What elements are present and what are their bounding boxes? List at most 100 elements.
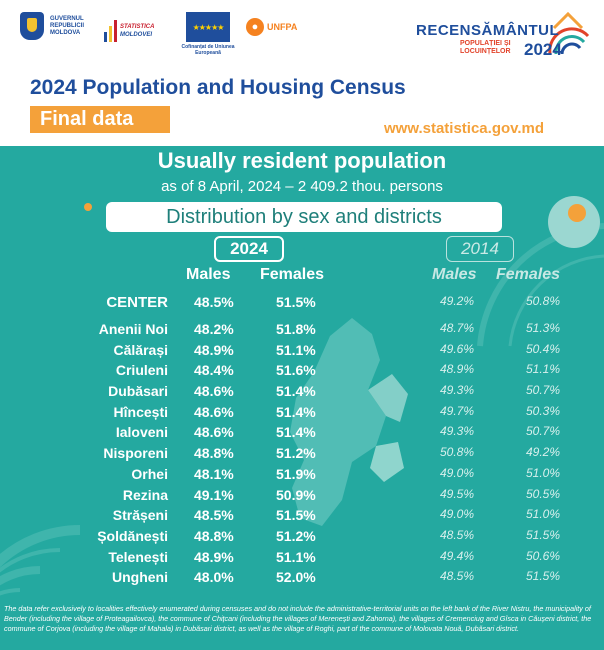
females-2014: 51.0%	[526, 465, 561, 480]
males-2024: 48.4%	[194, 362, 234, 379]
table-row: Ialoveni 48.6% 51.4% 49.3% 50.7%	[0, 424, 604, 445]
table-row: Criuleni 48.4% 51.6% 48.9% 51.1%	[0, 362, 604, 383]
males-2014: 48.9%	[440, 362, 475, 377]
row-name: Nisporeni	[103, 445, 168, 462]
census-logo: RECENSĂMÂNTUL POPULAȚIEI ȘI LOCUINȚELOR …	[416, 11, 592, 62]
males-2014: 49.0%	[440, 465, 475, 480]
males-2014: 49.4%	[440, 548, 475, 563]
row-name: Călărași	[113, 341, 168, 358]
females-2024: 51.4%	[276, 383, 316, 400]
females-2014: 50.6%	[526, 548, 561, 563]
row-name: Strășeni	[112, 507, 168, 524]
females-2014: 51.1%	[526, 362, 561, 377]
females-2024: 51.5%	[276, 507, 316, 524]
section-title: Usually resident population	[157, 148, 447, 173]
males-2014: 48.5%	[440, 527, 475, 542]
table-row: Rezina 49.1% 50.9% 49.5% 50.5%	[0, 487, 604, 508]
row-name: Anenii Noi	[98, 321, 168, 337]
row-name: Criuleni	[115, 362, 168, 379]
females-2024: 51.4%	[276, 403, 316, 420]
females-2024: 52.0%	[276, 569, 316, 586]
males-2024: 48.6%	[194, 424, 234, 441]
males-2024: 48.0%	[194, 569, 234, 586]
table-row: Șoldănești 48.8% 51.2% 48.5% 51.5%	[0, 528, 604, 549]
moldova-map-icon	[0, 223, 604, 596]
males-2014: 49.5%	[440, 486, 475, 501]
row-name: Ialoveni	[115, 424, 168, 441]
males-2024: 48.9%	[194, 341, 234, 358]
row-name: CENTER	[106, 294, 168, 311]
row-name: Șoldănești	[97, 527, 168, 544]
table-row: Strășeni 48.5% 51.5% 49.0% 51.0%	[0, 507, 604, 528]
table-row: Anenii Noi 48.2% 51.8% 48.7% 51.3%	[0, 321, 604, 342]
females-2024: 50.9%	[276, 486, 316, 503]
females-2014: 50.3%	[526, 403, 561, 418]
decorative-dot	[568, 204, 586, 222]
government-logo-text: GUVERNUL REPUBLICII MOLDOVA	[50, 15, 85, 36]
col-header-females-2014: Females	[496, 266, 561, 283]
males-2014: 49.3%	[440, 383, 475, 398]
males-2024: 48.8%	[194, 527, 234, 544]
males-2014: 49.7%	[440, 403, 475, 418]
males-2014: 49.2%	[440, 294, 475, 308]
males-2014: 48.7%	[440, 321, 475, 335]
row-name: Ungheni	[112, 569, 168, 586]
males-2014: 50.8%	[440, 445, 475, 460]
females-2014: 49.2%	[526, 445, 561, 460]
row-name: Orhei	[131, 465, 168, 482]
col-header-males: Males	[186, 266, 231, 283]
males-2024: 48.9%	[194, 548, 234, 565]
row-name: Hîncești	[113, 403, 168, 420]
table-row: Nisporeni 48.8% 51.2% 50.8% 49.2%	[0, 445, 604, 466]
females-2014: 51.5%	[526, 527, 561, 542]
census-logo-title: RECENSĂMÂNTUL	[416, 22, 560, 39]
row-name: Rezina	[122, 486, 168, 503]
females-2014: 50.8%	[526, 294, 561, 308]
males-2024: 48.5%	[194, 507, 234, 524]
bars-icon	[104, 20, 117, 42]
females-2024: 51.9%	[276, 465, 316, 482]
content-area: Usually resident population as of 8 Apri…	[0, 146, 604, 650]
females-2014: 50.7%	[526, 424, 561, 439]
males-2014: 49.3%	[440, 424, 475, 439]
females-2024: 51.8%	[276, 321, 316, 337]
females-2014: 51.3%	[526, 321, 561, 335]
page-title: 2024 Population and Housing Census	[30, 76, 406, 99]
unfpa-icon: ●	[246, 18, 264, 36]
statistics-logo-text: STATISTICA MOLDOVEI	[120, 24, 155, 38]
eu-caption: Cofinanțat de Uniunea Europeană	[181, 44, 235, 56]
decorative-dot	[84, 203, 92, 211]
website-link[interactable]: www.statistica.gov.md	[384, 120, 545, 137]
table-row: Orhei 48.1% 51.9% 49.0% 51.0%	[0, 466, 604, 487]
females-2014: 50.4%	[526, 341, 561, 356]
males-2024: 48.2%	[194, 321, 234, 337]
table-row: Telenești 48.9% 51.1% 49.4% 50.6%	[0, 549, 604, 570]
statistics-logo: STATISTICA MOLDOVEI	[104, 20, 154, 42]
males-2024: 48.8%	[194, 445, 234, 462]
females-2024: 51.2%	[276, 527, 316, 544]
females-2014: 50.5%	[526, 486, 561, 501]
males-2024: 48.1%	[194, 465, 234, 482]
row-name: Dubăsari	[108, 383, 168, 400]
table-row: Ungheni 48.0% 52.0% 48.5% 51.5%	[0, 569, 604, 590]
census-logo-subtitle: POPULAȚIEI ȘI LOCUINȚELOR	[460, 40, 511, 55]
females-2024: 51.1%	[276, 341, 316, 358]
males-2024: 48.6%	[194, 383, 234, 400]
females-2014: 51.5%	[526, 569, 561, 584]
unfpa-text: UNFPA	[267, 22, 298, 32]
district-table: CENTER 48.5% 51.5% 49.2% 50.8% Anenii No…	[0, 294, 604, 590]
coat-of-arms-icon	[20, 12, 44, 40]
distribution-label: Distribution by sex and districts	[106, 202, 502, 232]
females-2024: 51.2%	[276, 445, 316, 462]
header: GUVERNUL REPUBLICII MOLDOVA STATISTICA M…	[0, 0, 604, 146]
males-2014: 49.0%	[440, 507, 475, 522]
females-2024: 51.1%	[276, 548, 316, 565]
table-row: Hîncești 48.6% 51.4% 49.7% 50.3%	[0, 404, 604, 425]
unfpa-logo: ● UNFPA	[246, 18, 297, 36]
females-2024: 51.4%	[276, 424, 316, 441]
row-name: Telenești	[108, 548, 168, 565]
final-data-badge: Final data	[30, 106, 170, 133]
col-header-males-2014: Males	[432, 266, 477, 283]
table-row: Călărași 48.9% 51.1% 49.6% 50.4%	[0, 342, 604, 363]
